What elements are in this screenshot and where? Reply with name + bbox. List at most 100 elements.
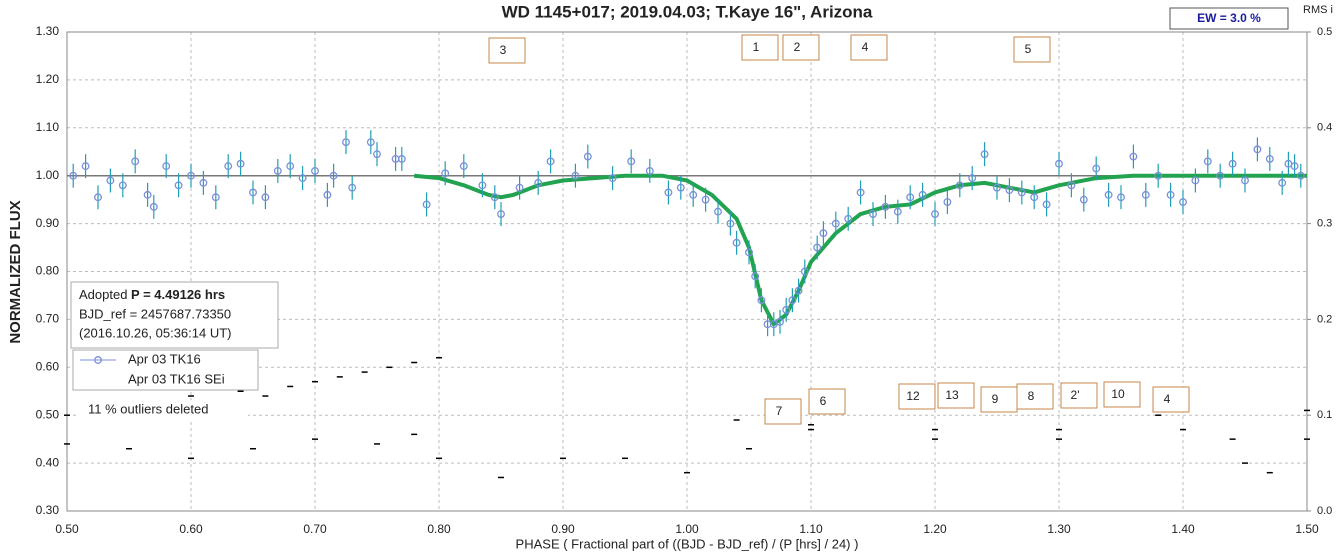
y-tick-label: 0.90	[36, 216, 60, 230]
data-point	[583, 152, 592, 161]
data-point	[298, 174, 307, 183]
data-point	[1216, 171, 1225, 180]
data-point	[1042, 200, 1051, 209]
data-point	[143, 190, 152, 199]
data-point	[199, 178, 208, 187]
data-point	[856, 188, 865, 197]
data-point	[1005, 186, 1014, 195]
dip-label: 9	[992, 392, 999, 406]
data-point	[81, 162, 90, 171]
data-point	[980, 150, 989, 159]
data-point	[726, 219, 735, 228]
data-point	[1154, 171, 1163, 180]
data-point	[236, 159, 245, 168]
info-box	[70, 281, 279, 349]
data-point	[800, 267, 809, 276]
data-point	[931, 210, 939, 218]
data-point	[782, 305, 791, 314]
data-point	[69, 171, 78, 180]
x-tick-label: 1.10	[799, 522, 823, 536]
data-point	[1253, 145, 1262, 154]
data-point	[515, 183, 524, 192]
x-tick-label: 1.30	[1047, 522, 1071, 536]
data-point	[1166, 190, 1175, 199]
data-point	[249, 188, 257, 197]
data-point	[311, 166, 319, 175]
x-tick-label: 1.40	[1171, 522, 1195, 536]
dip-label-box	[741, 34, 779, 61]
y-tick-label: 0.40	[36, 455, 60, 469]
dip-label-box	[980, 386, 1018, 413]
outliers-note: 11 % outliers deleted	[88, 401, 208, 416]
dip-label-box	[1013, 36, 1051, 63]
data-point	[1117, 193, 1125, 202]
legend-label: Apr 03 TK16 SEi	[128, 371, 225, 386]
data-point	[342, 138, 350, 147]
dip-label: 3	[500, 43, 507, 57]
data-point	[893, 207, 902, 216]
y2-tick-label: 0.0	[1317, 505, 1332, 517]
data-point	[813, 243, 822, 252]
dip-label: 13	[945, 388, 959, 402]
data-point	[459, 162, 468, 171]
data-point	[745, 248, 753, 257]
data-point	[211, 193, 220, 202]
y-tick-label: 1.20	[36, 72, 60, 86]
data-point	[546, 157, 555, 166]
data-point	[993, 183, 1001, 192]
dip-label: 5	[1025, 42, 1032, 56]
data-point	[187, 171, 195, 180]
data-point	[273, 166, 282, 175]
data-point	[1067, 181, 1076, 190]
y2-tick-label: 0.5	[1317, 26, 1332, 38]
data-point	[149, 202, 158, 211]
data-point	[490, 193, 499, 202]
data-point	[1241, 176, 1249, 185]
x-tick-label: 0.90	[551, 522, 575, 536]
data-point	[844, 214, 853, 223]
data-point	[118, 181, 127, 190]
plot-frame	[66, 31, 1308, 512]
data-point	[94, 193, 102, 202]
y2-tick-label: 0.1	[1317, 409, 1332, 421]
y-tick-label: 0.80	[36, 264, 60, 278]
data-point	[373, 150, 381, 159]
x-axis-label: PHASE ( Fractional part of ((BJD - BJD_r…	[516, 536, 859, 551]
data-point	[106, 176, 115, 185]
data-point	[776, 317, 784, 326]
data-point	[955, 181, 964, 190]
legend-box	[72, 349, 259, 391]
dip-label: 4	[1164, 392, 1171, 406]
data-point	[1055, 159, 1063, 168]
data-point	[571, 171, 580, 180]
data-point	[1278, 178, 1287, 187]
data-point	[906, 193, 915, 202]
data-point	[881, 202, 890, 211]
data-point	[676, 183, 685, 192]
data-point	[1017, 188, 1026, 197]
data-point	[534, 178, 543, 187]
data-point	[1092, 164, 1101, 173]
dip-label: 7	[776, 404, 783, 418]
data-point	[397, 154, 406, 163]
data-point	[757, 296, 766, 305]
dip-label: 10	[1111, 387, 1125, 401]
y2-tick-label: 0.3	[1317, 218, 1332, 230]
legend-label: Apr 03 TK16	[128, 351, 201, 366]
dip-label: 12	[906, 389, 920, 403]
y-tick-label: 0.60	[36, 359, 60, 373]
data-point	[819, 229, 828, 238]
data-point	[732, 238, 741, 247]
dip-label: 1	[753, 40, 760, 54]
dip-label-box	[1152, 386, 1190, 413]
dip-label-box	[937, 382, 975, 409]
dip-label-box	[782, 34, 820, 61]
y-tick-label: 1.10	[36, 120, 60, 134]
dip-label-box	[808, 388, 846, 415]
dip-label-box	[764, 398, 802, 425]
data-point	[422, 200, 431, 209]
data-point	[664, 188, 673, 197]
dip-label-box	[850, 34, 888, 61]
dip-label-box	[1016, 383, 1054, 410]
data-point	[943, 198, 952, 206]
